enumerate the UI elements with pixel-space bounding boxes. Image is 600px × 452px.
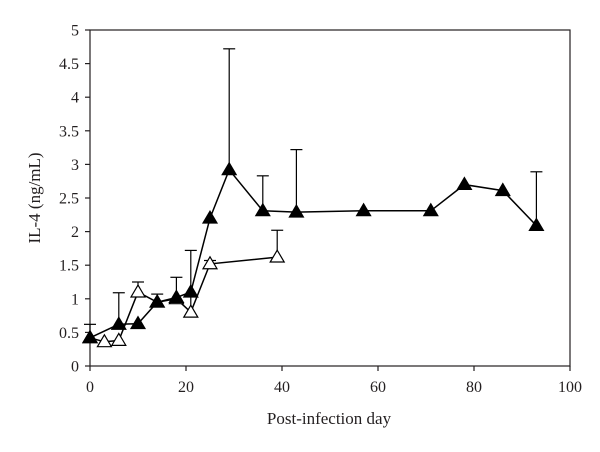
data-point-filled	[422, 202, 439, 217]
data-point-filled	[110, 316, 127, 330]
data-point-filled	[355, 202, 372, 217]
x-tick-label: 60	[370, 379, 386, 396]
series-filled-triangle	[81, 48, 545, 344]
data-point-open	[182, 304, 199, 318]
data-point-filled	[528, 217, 545, 232]
data-point-filled	[201, 209, 219, 224]
y-tick-label: 0	[71, 359, 79, 376]
data-point-open	[269, 248, 286, 263]
y-tick-label: 1	[71, 291, 79, 308]
data-point-filled	[288, 203, 305, 218]
y-tick-label: 5	[71, 23, 79, 40]
y-tick-label: 4	[71, 90, 79, 107]
x-tick-label: 0	[86, 379, 94, 396]
y-tick-label: 2	[71, 224, 79, 241]
y-tick-label: 2.5	[59, 191, 79, 208]
data-point-filled	[149, 293, 166, 308]
y-tick-label: 3.5	[59, 123, 79, 140]
y-tick-label: 4.5	[59, 56, 79, 73]
data-point-filled	[168, 289, 185, 303]
x-tick-label: 20	[178, 379, 194, 396]
y-tick-label: 1.5	[59, 258, 79, 275]
data-point-open	[96, 333, 113, 348]
data-point-open	[110, 332, 127, 346]
data-point-filled	[129, 315, 147, 330]
data-point-open	[129, 283, 147, 298]
series-line	[89, 168, 537, 339]
x-tick-label: 100	[558, 379, 582, 396]
data-point-filled	[494, 182, 511, 197]
data-point-filled	[221, 161, 238, 176]
y-axis-title: IL-4 (ng/mL)	[25, 152, 44, 243]
data-point-filled	[456, 176, 473, 191]
x-axis-title: Post-infection day	[267, 409, 392, 428]
data-point-filled	[182, 283, 199, 298]
plot-frame	[89, 29, 571, 367]
data-point-open	[201, 255, 219, 270]
y-tick-label: 3	[71, 157, 79, 174]
data-point-filled	[254, 202, 271, 217]
data-point-filled	[81, 329, 99, 344]
x-tick-label: 80	[466, 379, 482, 396]
x-tick-label: 40	[274, 379, 290, 396]
y-tick-label: 0.5	[59, 325, 79, 342]
